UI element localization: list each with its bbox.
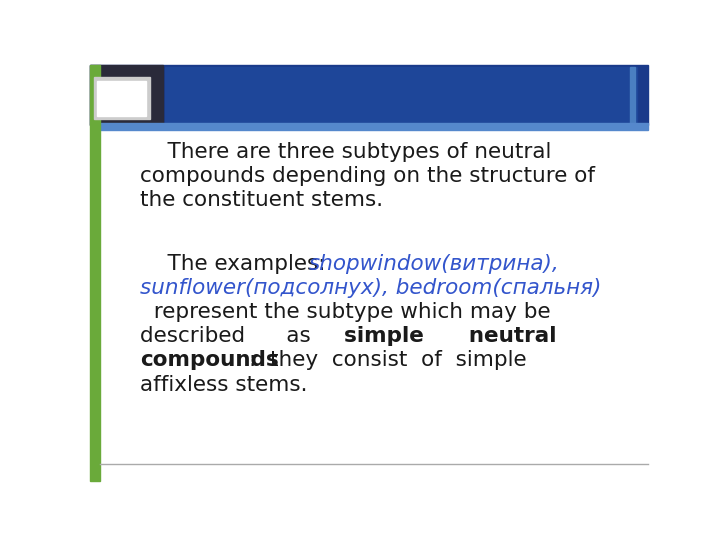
Text: The examples:: The examples:: [140, 254, 339, 274]
Bar: [90, 65, 648, 125]
Text: :  they  consist  of  simple: : they consist of simple: [249, 350, 526, 370]
Text: compounds: compounds: [140, 350, 279, 370]
Bar: [100, 123, 648, 130]
Text: compounds depending on the structure of: compounds depending on the structure of: [140, 166, 595, 186]
Text: described      as: described as: [140, 326, 352, 346]
Text: sunflower(подсолнух), bedroom(спальня): sunflower(подсолнух), bedroom(спальня): [140, 278, 602, 298]
Text: simple      neutral: simple neutral: [344, 326, 557, 346]
Text: affixless stems.: affixless stems.: [140, 375, 307, 395]
Bar: [630, 67, 634, 123]
Bar: [166, 67, 636, 123]
Text: represent the subtype which may be: represent the subtype which may be: [140, 302, 551, 322]
Bar: [90, 65, 100, 481]
Bar: [90, 65, 163, 125]
Text: shopwindow(витрина),: shopwindow(витрина),: [309, 254, 559, 274]
Text: There are three subtypes of neutral: There are three subtypes of neutral: [140, 141, 552, 161]
Bar: [94, 77, 150, 119]
Bar: [97, 82, 146, 116]
Text: the constituent stems.: the constituent stems.: [140, 190, 383, 210]
